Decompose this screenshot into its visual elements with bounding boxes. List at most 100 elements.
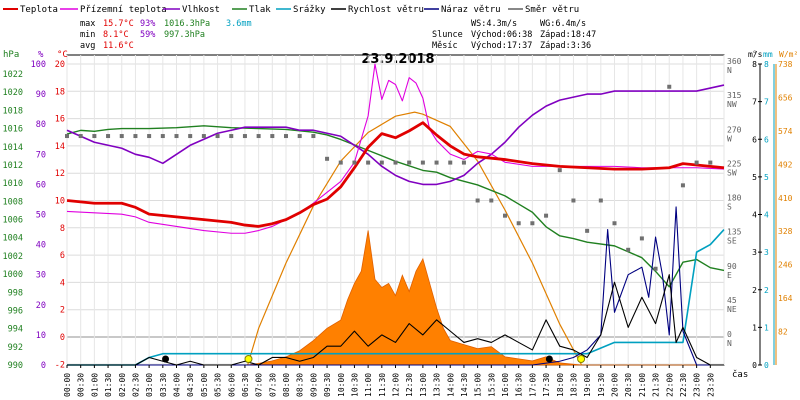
tick-label-mm: 8 [764,60,769,69]
tick-label-hpa: 1002 [3,252,23,262]
wind-direction-point [544,213,549,218]
tick-label-wm2: 574 [778,127,793,136]
tick-label-time: 23:30 [706,373,715,397]
axis-title-celsius: °C [57,50,68,60]
legend-entry-wind-direction: Směr větru [508,5,579,15]
series-temperature [66,121,725,228]
tick-label-percent: 10 [36,331,46,341]
stats-max-pressure: 1016.3hPa [164,19,210,29]
tick-label-percent: 80 [36,120,46,130]
stats-max-temp: 15.7°C [103,19,134,29]
tick-label-mm: 3 [764,248,769,257]
axis-title-wm2: W/m² [779,50,798,59]
legend-label: Teplota [20,5,58,15]
tick-label-mm: 1 [764,323,769,332]
wind-gust-max: WG:6.4m/s [540,19,586,29]
tick-label-direction: W [727,134,732,143]
tick-label-hpa: 1010 [3,179,23,189]
tick-label-wm2: 492 [778,160,793,169]
tick-label-celsius: 2 [60,306,65,316]
tick-label-hpa: 996 [8,306,23,316]
wind-direction-point [106,134,111,139]
tick-label-time: 21:30 [652,373,661,397]
tick-label-percent: 90 [36,90,46,100]
tick-label-mm: 7 [764,98,769,107]
series-wind-gust [67,206,724,366]
wind-direction-point [188,134,193,139]
tick-label-celsius: 14 [55,142,65,152]
stats-avg-label: avg [80,41,95,51]
tick-label-time: 09:00 [309,373,318,397]
sun-set: Západ:18:47 [540,30,596,40]
wind-direction-point [379,160,384,165]
tick-label-hpa: 1000 [3,270,23,280]
wind-direction-point [297,134,302,139]
axis-title-hpa: hPa [3,50,19,60]
tick-label-time: 00:00 [63,373,72,397]
tick-label-percent: 100 [31,60,46,70]
wind-direction-point [694,160,699,165]
stats-max-rain: 3.6mm [226,19,252,29]
tick-label-hpa: 1020 [3,88,23,98]
tick-label-time: 05:00 [200,373,209,397]
tick-label-time: 17:30 [542,373,551,397]
legend-entry-rain: Srážky [276,5,326,15]
wind-direction-point [352,160,357,165]
wind-direction-point [119,134,124,139]
tick-label-time: 19:30 [597,373,606,397]
wind-direction-point [338,160,343,165]
series-rain [67,229,725,366]
tick-label-time: 20:30 [624,373,633,397]
tick-label-celsius: 16 [55,115,65,125]
tick-label-direction: E [727,271,732,280]
legend-label: Tlak [249,5,271,15]
tick-label-celsius: 20 [55,60,65,70]
tick-label-time: 16:00 [501,373,510,397]
tick-label-time: 03:30 [159,373,168,397]
tick-label-direction: S [727,203,732,212]
tick-label-wm2: 82 [778,328,788,337]
tick-label-time: 22:30 [679,373,688,397]
axis-titles: hPa % °C ° m/s mm W/m² čas [3,50,798,380]
tick-label-time: 06:00 [227,373,236,397]
series-humidity [66,84,725,186]
legend-entry-temperature: Teplota [3,5,58,15]
wind-direction-point [571,198,576,203]
tick-label-time: 10:00 [337,373,346,397]
stats-avg-temp: 11.6°C [103,41,134,51]
tick-label-time: 04:00 [173,373,182,397]
tick-label-direction: N [727,339,732,348]
tick-label-time: 15:00 [474,373,483,397]
tick-label-time: 08:30 [296,373,305,397]
sunrise-marker [244,355,253,363]
tick-label-ms: 6 [752,135,757,144]
tick-label-time: 11:00 [364,373,373,397]
wind-direction-point [598,198,603,203]
tick-label-ms: 0 [752,361,757,370]
tick-label-mm: 4 [764,211,769,220]
tick-label-time: 10:30 [350,373,359,397]
wind-direction-point [475,198,480,203]
tick-label-hpa: 1012 [3,161,23,171]
legend-label: Směr větru [525,5,579,15]
wind-direction-point [530,221,535,226]
tick-label-time: 01:00 [90,373,99,397]
tick-label-mm: 5 [764,173,769,182]
wind-direction-point [147,134,152,139]
wind-direction-point [174,134,179,139]
series-layer [65,63,725,366]
tick-label-time: 23:00 [693,373,702,397]
tick-label-time: 09:30 [323,373,332,397]
tick-label-direction: SW [727,168,737,177]
tick-label-hpa: 1004 [3,234,23,244]
tick-label-time: 03:00 [145,373,154,397]
wind-direction-point [284,134,288,139]
wind-direction-point [242,134,247,139]
tick-label-time: 08:00 [282,373,291,397]
sunset-marker [577,355,586,363]
tick-label-hpa: 1018 [3,106,23,116]
tick-label-celsius: 18 [55,87,65,97]
wind-direction-point [489,198,494,203]
wind-speed-avg: WS:4.3m/s [471,19,517,29]
